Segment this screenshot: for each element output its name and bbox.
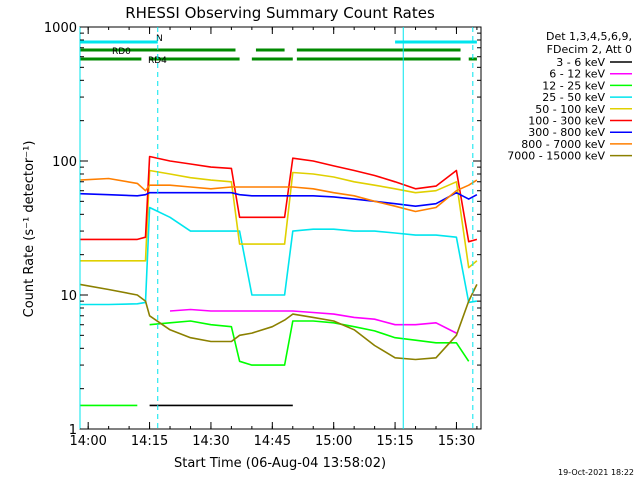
legend-label: 50 - 100 keV xyxy=(535,103,605,116)
footer-timestamp: 19-Oct-2021 18:22 xyxy=(558,468,634,477)
legend-label: 12 - 25 keV xyxy=(542,79,605,92)
legend-label: 800 - 7000 keV xyxy=(521,138,605,151)
flag-label-rd4: RD4 xyxy=(148,56,167,66)
flag-bars: N RD0 RD4 xyxy=(80,34,477,66)
series-line-12-25-kev xyxy=(149,320,470,366)
series-line-100-300-kev xyxy=(80,155,478,243)
legend: Det 1,3,4,5,6,9, FDecim 2, Att 0 3 - 6 k… xyxy=(507,30,632,163)
legend-header-line-1: Det 1,3,4,5,6,9, xyxy=(546,30,632,43)
legend-label: 25 - 50 keV xyxy=(542,91,605,104)
series-line-800-7000-kev xyxy=(79,177,478,213)
plot-area: N RD0 RD4 14:00 14:15 14:30 14:45 15:00 15:15 15… xyxy=(44,21,482,449)
series-line-25-50-kev xyxy=(80,206,478,306)
legend-label: 7000 - 15000 keV xyxy=(507,150,605,163)
flag-label-rd0: RD0 xyxy=(112,47,131,57)
series-line-7000-15000-kev xyxy=(79,283,478,361)
legend-label: 100 - 300 keV xyxy=(528,115,605,128)
event-markers xyxy=(79,27,474,429)
series-line-300-800-kev xyxy=(79,191,478,207)
flag-label-n: N xyxy=(156,34,163,44)
plot-frame xyxy=(79,26,482,430)
legend-label: 6 - 12 keV xyxy=(549,68,605,81)
series-lines xyxy=(79,155,478,407)
legend-header-line-2: FDecim 2, Att 0 xyxy=(547,43,632,56)
y-tick-label: 10 xyxy=(60,289,77,304)
x-tick-label: 14:00 xyxy=(69,434,106,449)
y-tick-label: 1000 xyxy=(44,21,77,36)
legend-label: 300 - 800 keV xyxy=(528,126,605,139)
y-axis-label: Count Rate (s⁻¹ detector⁻¹) xyxy=(22,141,37,318)
x-tick-label: 15:00 xyxy=(315,434,352,449)
y-tick-label: 100 xyxy=(52,155,77,170)
x-tick-label: 15:15 xyxy=(376,434,413,449)
x-tick-label: 14:45 xyxy=(254,434,291,449)
axis-ticks: 14:00 14:15 14:30 14:45 15:00 15:15 15:30 1 10 10… xyxy=(44,21,481,449)
x-tick-label: 14:15 xyxy=(131,434,168,449)
chart-title: RHESSI Observing Summary Count Rates xyxy=(125,4,435,22)
x-tick-label: 15:30 xyxy=(438,434,475,449)
x-tick-label: 14:30 xyxy=(192,434,229,449)
x-axis-label: Start Time (06-Aug-04 13:58:02) xyxy=(174,456,386,471)
legend-label: 3 - 6 keV xyxy=(556,56,605,69)
series-line-6-12-kev xyxy=(169,308,457,334)
y-tick-label: 1 xyxy=(69,423,77,438)
